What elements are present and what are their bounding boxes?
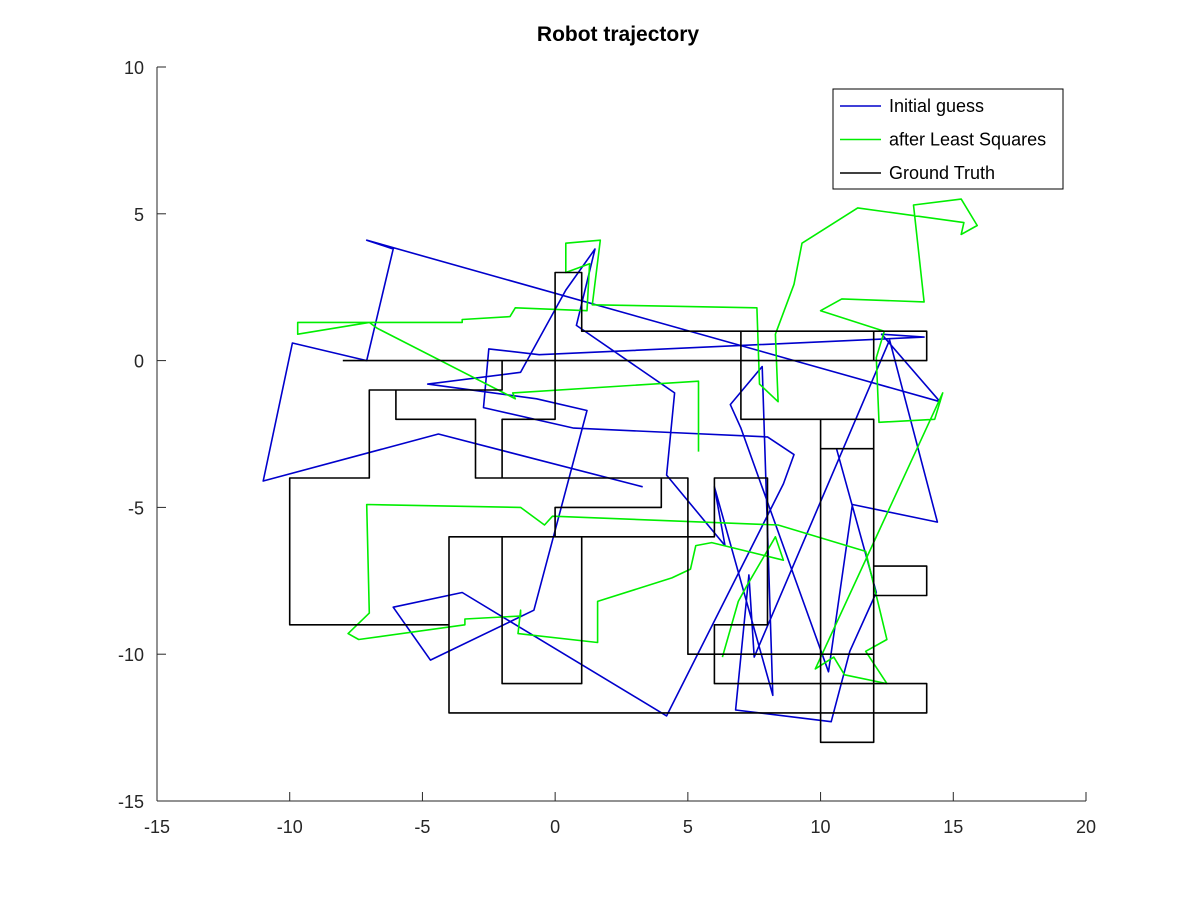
x-tick-label: 10	[811, 817, 831, 837]
x-tick-label: -5	[414, 817, 430, 837]
y-tick-label: -15	[118, 792, 144, 812]
y-tick-label: -5	[128, 498, 144, 518]
series-layer	[262, 198, 979, 744]
legend-label: Initial guess	[889, 96, 984, 116]
y-tick-label: 10	[124, 58, 144, 78]
x-tick-label: 15	[943, 817, 963, 837]
x-tick-label: 0	[550, 817, 560, 837]
plot-area	[262, 198, 979, 744]
legend-label: after Least Squares	[889, 130, 1046, 150]
y-tick-label: -10	[118, 645, 144, 665]
legend: Initial guess after Least Squares Ground T…	[832, 88, 1064, 190]
chart-title: Robot trajectory	[537, 23, 700, 46]
x-tick-label: 5	[683, 817, 693, 837]
y-tick-label: 5	[134, 205, 144, 225]
series-line-initial-guess	[262, 239, 941, 723]
x-tick-label: -10	[277, 817, 303, 837]
x-ticks: -15 -10 -5 0 5 10 15 20	[144, 792, 1096, 837]
x-tick-label: 20	[1076, 817, 1096, 837]
x-tick-label: -15	[144, 817, 170, 837]
legend-label: Ground Truth	[889, 163, 995, 183]
y-tick-label: 0	[134, 352, 144, 372]
y-ticks: -15 -10 -5 0 5 10	[118, 58, 166, 812]
legend-items: Initial guess after Least Squares Ground T…	[840, 96, 1046, 183]
axes: -15 -10 -5 0 5 10 15 20 -15 -10 -5 0 5 10	[118, 58, 1096, 837]
series-line-after-least-squares	[296, 198, 979, 685]
series-line-ground-truth	[288, 271, 928, 744]
